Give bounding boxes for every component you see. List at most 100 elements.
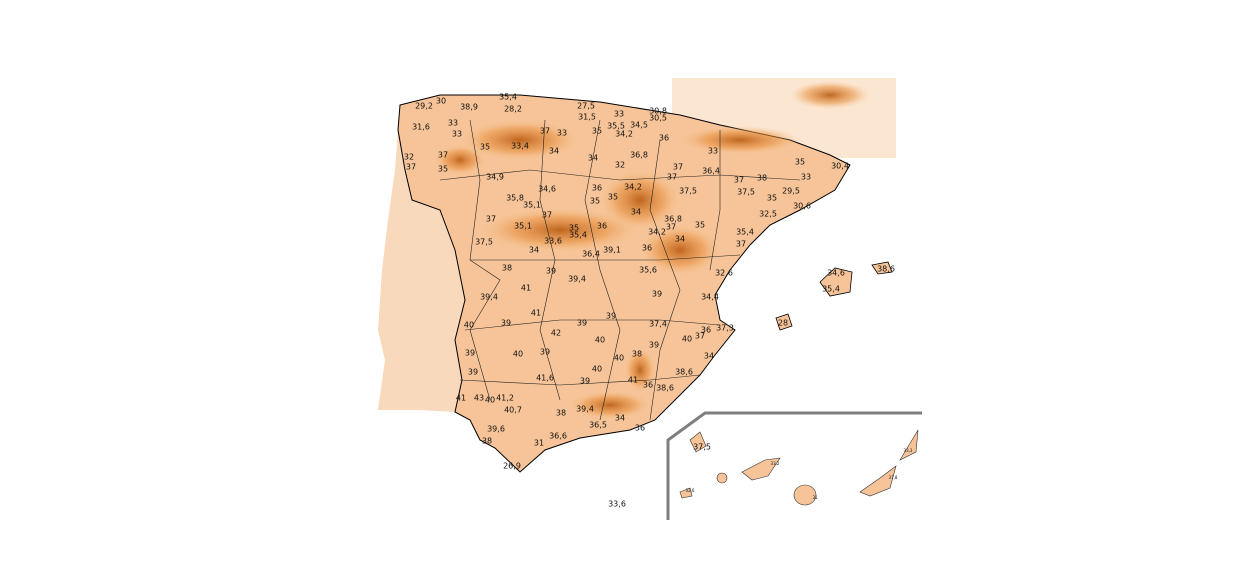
temperature-label: 34,9 [486, 173, 504, 182]
temperature-label: 31,5 [578, 113, 596, 122]
temperature-label: 36 [635, 424, 645, 433]
temperature-label: 27,5 [577, 102, 595, 111]
temperature-label: 37,5 [475, 238, 493, 247]
temperature-label: 35 [569, 224, 579, 233]
temperature-label: 35,6 [639, 266, 657, 275]
temperature-label: 39 [468, 368, 478, 377]
temperature-label: 33,3 [904, 448, 913, 453]
temperature-label: 40 [682, 335, 692, 344]
temperature-label: 39 [540, 348, 550, 357]
temperature-label: 38 [502, 264, 512, 273]
temperature-label: 33 [448, 119, 458, 128]
temperature-labels: 30 35,4 29,2 38,9 28,2 27,5 33 30,8 31,5 30,5 31,6… [404, 93, 913, 509]
temperature-label: 35,4 [569, 231, 587, 240]
temperature-label: 36 [642, 244, 652, 253]
temperature-label: 38 [632, 350, 642, 359]
temperature-label: 37,8 [889, 475, 898, 480]
temperature-label: 32,6 [686, 488, 695, 493]
temperature-label: 33 [452, 130, 462, 139]
temperature-label: 35,8 [506, 194, 524, 203]
temperature-label: 35 [608, 193, 618, 202]
temperature-label: 32,6 [715, 269, 733, 278]
temperature-label: 43 [474, 394, 484, 403]
temperature-label: 42 [551, 329, 561, 338]
temperature-label: 33 [614, 110, 624, 119]
temperature-label: 36 [701, 326, 711, 335]
temperature-label: 39 [606, 312, 616, 321]
temperature-label: 41,6 [536, 374, 554, 383]
temperature-label: 41 [456, 394, 466, 403]
temperature-label: 33 [801, 173, 811, 182]
temperature-label: 40 [595, 336, 605, 345]
temperature-label: 36,4 [582, 250, 600, 259]
temperature-label: 34 [631, 208, 641, 217]
province-borders [439, 119, 801, 421]
temperature-label: 39,4 [480, 293, 498, 302]
temperature-label: 37 [540, 127, 550, 136]
temperature-label: 35 [438, 165, 448, 174]
temperature-label: 37 [542, 211, 552, 220]
temperature-label: 37,4 [649, 320, 667, 329]
temperature-label: 37,5 [693, 443, 711, 452]
temperature-label: 34 [675, 235, 685, 244]
temperature-label: 39 [465, 349, 475, 358]
temperature-label: 33 [708, 147, 718, 156]
temperature-label: 38,9 [460, 103, 478, 112]
temperature-label: 40,7 [504, 406, 522, 415]
temperature-label: 32,5 [759, 210, 777, 219]
temperature-label: 33,6 [544, 237, 562, 246]
temperature-label: 34 [529, 246, 539, 255]
temperature-label: 38 [757, 174, 767, 183]
temperature-label: 37 [486, 215, 496, 224]
temperature-label: 32 [615, 161, 625, 170]
temperature-label: 37 [673, 163, 683, 172]
temperature-label: 36 [659, 134, 669, 143]
temperature-label: 41 [628, 376, 638, 385]
temperature-label: 34 [615, 414, 625, 423]
temperature-label: 37 [666, 223, 676, 232]
temperature-label: 35,4 [499, 93, 517, 102]
temperature-label: 35,1 [514, 222, 532, 231]
temperature-label: 33 [557, 129, 567, 138]
temperature-label: 35 [590, 197, 600, 206]
temperature-label: 35 [767, 194, 777, 203]
temperature-label: 37,5 [679, 187, 697, 196]
temperature-label: 36,4 [702, 167, 720, 176]
temperature-label: 36 [597, 222, 607, 231]
temperature-label: 34,6 [538, 185, 556, 194]
temperature-label: 39 [652, 290, 662, 299]
temperature-label: 31 [812, 495, 818, 500]
temperature-label: 36,8 [630, 151, 648, 160]
temperature-label: 37 [667, 173, 677, 182]
canary-islands [679, 429, 919, 506]
temperature-label: 37,3 [716, 324, 734, 333]
temperature-label: 31 [534, 439, 544, 448]
temperature-label: 34 [588, 154, 598, 163]
temperature-label: 39 [546, 267, 556, 276]
temperature-label: 34 [704, 352, 714, 361]
temperature-label: 26,9 [503, 462, 521, 471]
temperature-label: 38,6 [877, 265, 895, 274]
temperature-label: 28,2 [504, 105, 522, 114]
temperature-label: 30,5 [649, 114, 667, 123]
temperature-label: 40 [592, 365, 602, 374]
relief [790, 81, 870, 109]
temperature-label: 38 [482, 437, 492, 446]
temperature-label: 35 [695, 221, 705, 230]
temperature-label: 34,2 [648, 228, 666, 237]
temperature-label: 35,4 [822, 285, 840, 294]
temperature-label: 41 [521, 284, 531, 293]
temperature-label: 39 [649, 341, 659, 350]
temperature-label: 41 [531, 309, 541, 318]
temperature-label: 33,2 [771, 461, 780, 466]
temperature-label: 35 [480, 143, 490, 152]
temperature-label: 35,4 [736, 228, 754, 237]
temperature-label: 39 [580, 377, 590, 386]
temperature-label: 30,6 [793, 202, 811, 211]
temperature-label: 37 [736, 240, 746, 249]
temperature-label: 34,2 [624, 183, 642, 192]
temperature-label: 30 [436, 97, 446, 106]
inset-border [666, 411, 922, 520]
temperature-label: 39,1 [603, 246, 621, 255]
